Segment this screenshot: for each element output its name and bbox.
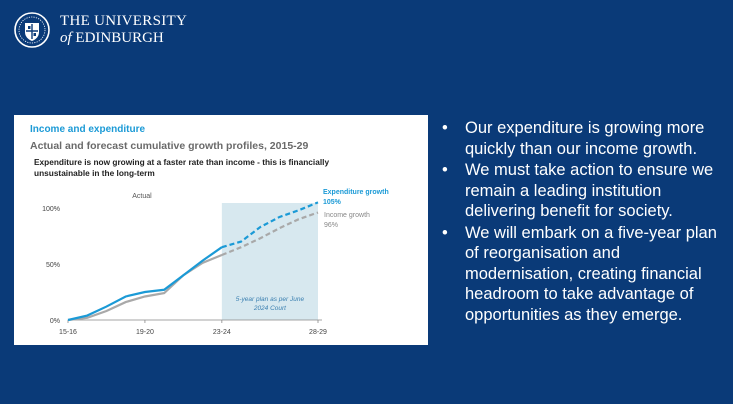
university-name-line2: of EDINBURGH	[60, 30, 187, 47]
university-crest-icon	[14, 12, 50, 48]
chart-title: Income and expenditure	[30, 124, 146, 135]
chart-subtitle: Actual and forecast cumulative growth pr…	[30, 140, 309, 152]
growth-chart: 0% 50% 100% 15-16 19-20 23-24 28-29 Expenditure…	[42, 189, 389, 336]
expenditure-growth-line-forecast	[221, 201, 319, 249]
expenditure-end-value: 105%	[323, 199, 342, 206]
forecast-region	[221, 203, 318, 320]
bullet-item: We will embark on a five-year plan of re…	[440, 223, 722, 326]
x-tick-label: 15-16	[59, 329, 77, 336]
income-growth-line-actual	[67, 254, 223, 322]
university-name-of: of	[60, 30, 72, 46]
bullet-list: Our expenditure is growing more quickly …	[440, 118, 722, 326]
x-tick-label: 28-29	[309, 329, 327, 336]
y-tick-label: 50%	[46, 262, 60, 269]
income-end-value: 96%	[324, 222, 338, 229]
university-name: THE UNIVERSITY of EDINBURGH	[60, 13, 187, 47]
expenditure-legend-label: Expenditure growth	[323, 189, 389, 196]
university-name-line1: THE UNIVERSITY	[60, 13, 188, 29]
bullet-item: Our expenditure is growing more quickly …	[440, 118, 722, 159]
x-tick-label: 23-24	[213, 329, 231, 336]
income-growth-line-forecast	[221, 211, 319, 257]
actual-annotation: Actual	[132, 193, 152, 200]
university-logo: THE UNIVERSITY of EDINBURGH	[14, 12, 187, 48]
bullet-item: We must take action to ensure we remain …	[440, 160, 722, 222]
chart-note: Expenditure is now growing at a faster r…	[34, 157, 330, 178]
x-tick-label: 19-20	[136, 329, 154, 336]
income-expenditure-chart-card: 0% 50% 100% 15-16 19-20 23-24 28-29 Expenditure…	[14, 115, 428, 345]
y-tick-label: 100%	[42, 206, 60, 213]
y-tick-label: 0%	[50, 318, 60, 325]
income-legend-label: Income growth	[324, 212, 370, 219]
expenditure-growth-line-actual	[67, 246, 223, 322]
plan-annotation: 5-year plan as per June 2024 Court	[236, 296, 305, 312]
university-name-edinburgh: EDINBURGH	[75, 30, 164, 46]
